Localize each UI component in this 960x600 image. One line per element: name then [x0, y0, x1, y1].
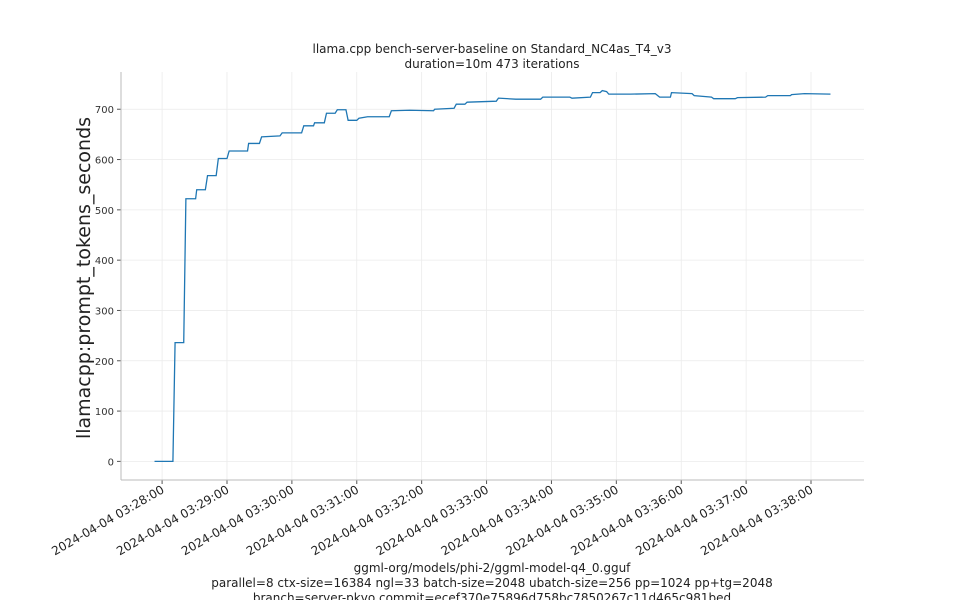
y-tick-label: 100: [95, 407, 114, 418]
data-line: [154, 89, 831, 463]
x-tick-label: 2024-04-04 03:34:00: [439, 482, 556, 558]
y-tick-label: 200: [95, 357, 114, 368]
footer-line: ggml-org/models/phi-2/ggml-model-q4_0.gg…: [354, 561, 632, 575]
x-tick-label: 2024-04-04 03:29:00: [114, 482, 231, 558]
y-tick-label: 300: [95, 306, 114, 317]
x-tick-label: 2024-04-04 03:28:00: [49, 482, 166, 558]
x-tick-label: 2024-04-04 03:30:00: [179, 482, 296, 558]
footer-line: branch=server-pkvo commit=ecef370e75896d…: [253, 591, 731, 600]
chart-title: llama.cpp bench-server-baseline on Stand…: [313, 42, 672, 56]
x-tick-label: 2024-04-04 03:37:00: [633, 482, 750, 558]
y-tick-label: 0: [108, 457, 114, 468]
x-tick-label: 2024-04-04 03:31:00: [244, 482, 361, 558]
y-tick-label: 400: [95, 256, 114, 267]
footer-line: parallel=8 ctx-size=16384 ngl=33 batch-s…: [211, 576, 772, 590]
x-tick-label: 2024-04-04 03:32:00: [309, 482, 426, 558]
y-axis-label: llamacpp:prompt_tokens_seconds: [73, 117, 95, 439]
x-tick-label: 2024-04-04 03:33:00: [374, 482, 491, 558]
x-tick-label: 2024-04-04 03:36:00: [568, 482, 685, 558]
y-tick-label: 600: [95, 156, 114, 167]
y-tick-label: 500: [95, 206, 114, 217]
chart-subtitle: duration=10m 473 iterations: [405, 57, 580, 71]
x-tick-label: 2024-04-04 03:35:00: [503, 482, 620, 558]
y-tick-label: 700: [95, 105, 114, 116]
x-tick-label: 2024-04-04 03:38:00: [698, 482, 815, 558]
